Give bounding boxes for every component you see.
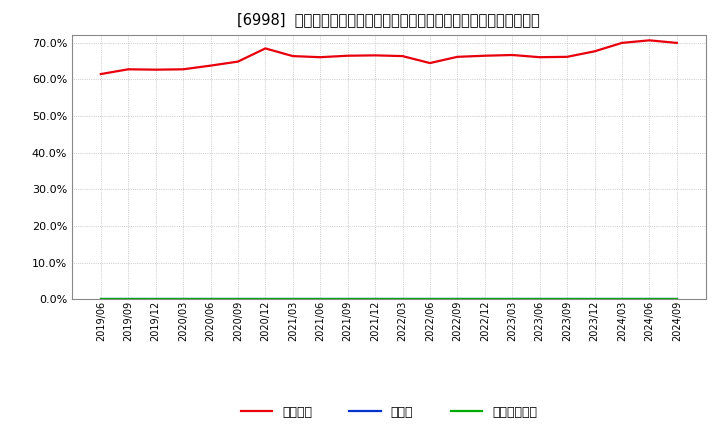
自己資本 [645, 38, 654, 43]
自己資本 [316, 55, 325, 60]
のれん [563, 297, 572, 302]
繰延税金資産 [563, 297, 572, 302]
繰延税金資産 [151, 297, 160, 302]
自己資本 [371, 53, 379, 58]
自己資本 [233, 59, 242, 64]
自己資本 [206, 63, 215, 68]
自己資本 [96, 71, 105, 77]
のれん [151, 297, 160, 302]
繰延税金資産 [590, 297, 599, 302]
自己資本 [536, 55, 544, 60]
繰延税金資産 [480, 297, 489, 302]
繰延税金資産 [206, 297, 215, 302]
繰延税金資産 [343, 297, 352, 302]
繰延税金資産 [179, 297, 187, 302]
繰延税金資産 [645, 297, 654, 302]
自己資本 [398, 53, 407, 59]
のれん [179, 297, 187, 302]
繰延税金資産 [261, 297, 270, 302]
のれん [508, 297, 516, 302]
のれん [645, 297, 654, 302]
のれん [316, 297, 325, 302]
のれん [672, 297, 681, 302]
繰延税金資産 [289, 297, 297, 302]
自己資本 [261, 46, 270, 51]
のれん [124, 297, 132, 302]
のれん [96, 297, 105, 302]
のれん [206, 297, 215, 302]
のれん [590, 297, 599, 302]
繰延税金資産 [398, 297, 407, 302]
のれん [426, 297, 434, 302]
自己資本 [672, 40, 681, 46]
繰延税金資産 [96, 297, 105, 302]
自己資本 [590, 49, 599, 54]
自己資本 [480, 53, 489, 59]
のれん [343, 297, 352, 302]
Legend: 自己資本, のれん, 繰延税金資産: 自己資本, のれん, 繰延税金資産 [240, 406, 537, 419]
繰延税金資産 [233, 297, 242, 302]
繰延税金資産 [316, 297, 325, 302]
Line: 自己資本: 自己資本 [101, 40, 677, 74]
のれん [618, 297, 626, 302]
のれん [261, 297, 270, 302]
のれん [398, 297, 407, 302]
繰延税金資産 [618, 297, 626, 302]
のれん [480, 297, 489, 302]
のれん [536, 297, 544, 302]
繰延税金資産 [672, 297, 681, 302]
自己資本 [289, 53, 297, 59]
繰延税金資産 [453, 297, 462, 302]
自己資本 [179, 66, 187, 72]
自己資本 [151, 67, 160, 72]
繰延税金資産 [426, 297, 434, 302]
Title: [6998]  自己資本、のれん、繰延税金資産の総資産に対する比率の推移: [6998] 自己資本、のれん、繰延税金資産の総資産に対する比率の推移 [238, 12, 540, 27]
自己資本 [563, 54, 572, 59]
自己資本 [508, 52, 516, 58]
のれん [453, 297, 462, 302]
繰延税金資産 [371, 297, 379, 302]
自己資本 [453, 54, 462, 59]
のれん [289, 297, 297, 302]
自己資本 [343, 53, 352, 59]
のれん [233, 297, 242, 302]
のれん [371, 297, 379, 302]
繰延税金資産 [124, 297, 132, 302]
繰延税金資産 [536, 297, 544, 302]
自己資本 [124, 66, 132, 72]
繰延税金資産 [508, 297, 516, 302]
自己資本 [426, 60, 434, 66]
自己資本 [618, 40, 626, 46]
